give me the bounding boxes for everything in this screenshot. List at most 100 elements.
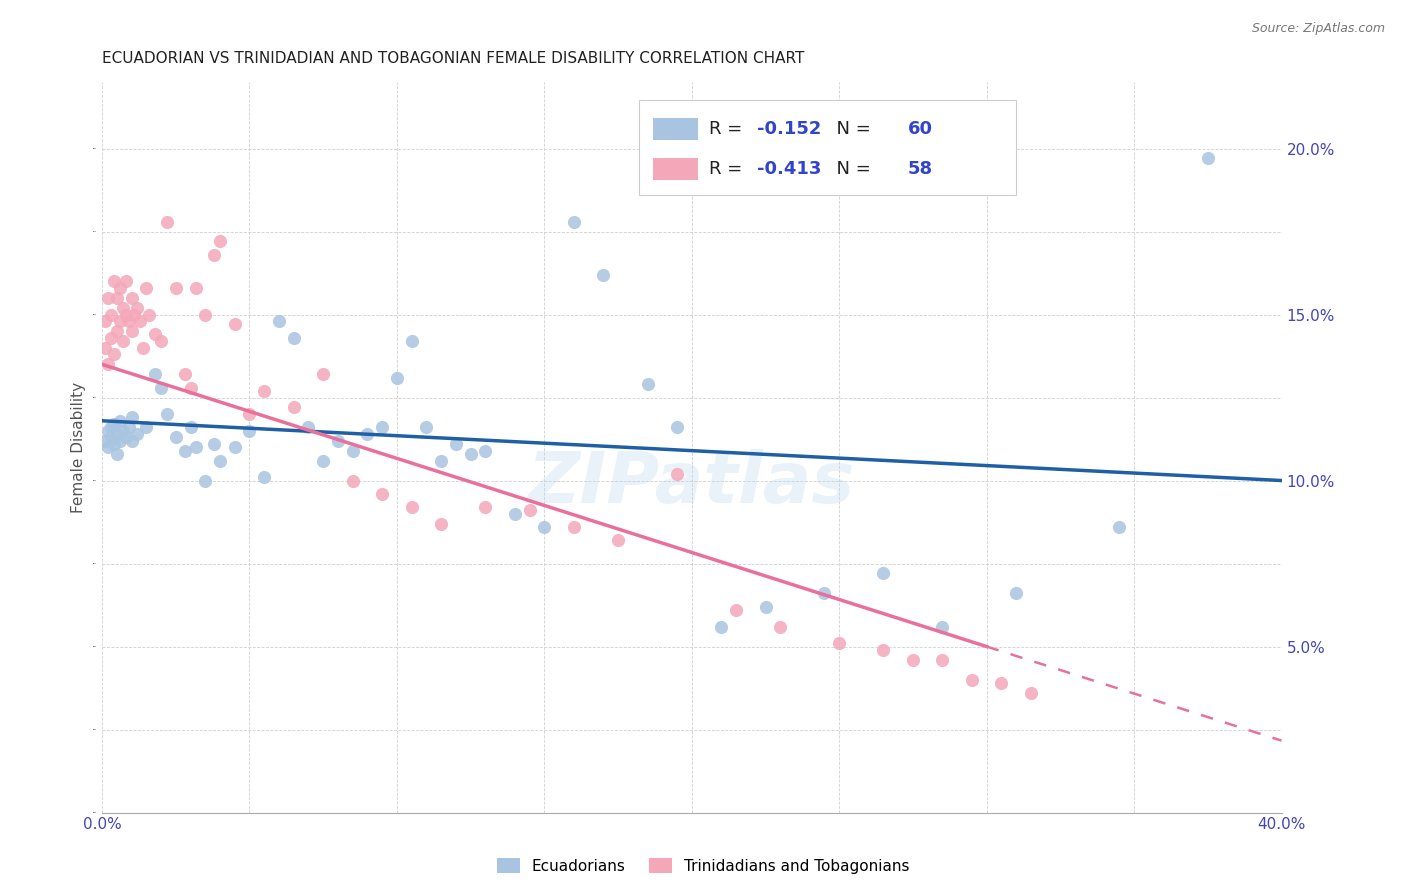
Point — [179, 380, 201, 394]
Point — [105, 291, 128, 305]
Text: N =: N = — [825, 120, 876, 138]
Point — [173, 443, 195, 458]
Point — [562, 520, 585, 534]
Point — [208, 453, 231, 467]
Point — [460, 447, 482, 461]
Point — [710, 619, 733, 633]
Point — [1197, 152, 1219, 166]
Text: N =: N = — [825, 160, 876, 178]
Point — [202, 437, 225, 451]
Point — [97, 291, 120, 305]
Point — [828, 636, 851, 650]
Point — [124, 308, 146, 322]
Point — [326, 434, 349, 448]
Point — [1005, 586, 1028, 600]
Point — [103, 417, 125, 431]
Point — [503, 507, 526, 521]
Text: R =: R = — [710, 160, 748, 178]
Point — [238, 424, 260, 438]
Point — [430, 453, 453, 467]
Point — [114, 308, 136, 322]
Point — [108, 314, 131, 328]
Point — [165, 430, 187, 444]
Point — [97, 424, 120, 438]
Point — [202, 248, 225, 262]
Text: 58: 58 — [908, 160, 932, 178]
Point — [592, 268, 614, 282]
FancyBboxPatch shape — [638, 101, 1017, 195]
Point — [121, 324, 143, 338]
FancyBboxPatch shape — [652, 118, 697, 140]
Point — [121, 410, 143, 425]
Point — [371, 487, 394, 501]
Point — [385, 370, 408, 384]
Point — [267, 314, 290, 328]
Point — [238, 407, 260, 421]
Point — [114, 274, 136, 288]
Point — [342, 443, 364, 458]
Point — [117, 314, 139, 328]
Point — [103, 347, 125, 361]
Point — [607, 533, 630, 548]
Text: ZIPatlas: ZIPatlas — [529, 450, 855, 518]
Point — [960, 673, 983, 687]
Legend: Ecuadorians, Trinidadians and Tobagonians: Ecuadorians, Trinidadians and Tobagonian… — [491, 852, 915, 880]
Point — [872, 566, 894, 581]
FancyBboxPatch shape — [652, 158, 697, 179]
Point — [901, 653, 924, 667]
Point — [186, 440, 208, 454]
Point — [666, 467, 689, 481]
Point — [108, 414, 131, 428]
Point — [224, 318, 246, 332]
Point — [253, 384, 276, 398]
Point — [100, 430, 122, 444]
Point — [312, 453, 335, 467]
Point — [156, 214, 179, 228]
Point — [474, 500, 496, 514]
Point — [105, 447, 128, 461]
Point — [253, 470, 276, 484]
Point — [194, 474, 217, 488]
Point — [179, 420, 201, 434]
Point — [100, 308, 122, 322]
Point — [356, 427, 378, 442]
Point — [111, 334, 134, 348]
Point — [156, 407, 179, 421]
Text: Source: ZipAtlas.com: Source: ZipAtlas.com — [1251, 22, 1385, 36]
Text: ECUADORIAN VS TRINIDADIAN AND TOBAGONIAN FEMALE DISABILITY CORRELATION CHART: ECUADORIAN VS TRINIDADIAN AND TOBAGONIAN… — [103, 51, 804, 66]
Point — [100, 420, 122, 434]
Point — [103, 437, 125, 451]
Point — [519, 503, 541, 517]
Point — [132, 341, 155, 355]
Point — [1108, 520, 1130, 534]
Point — [283, 401, 305, 415]
Point — [1019, 686, 1042, 700]
Point — [105, 324, 128, 338]
Point — [401, 334, 423, 348]
Point — [186, 281, 208, 295]
Point — [111, 301, 134, 315]
Point — [769, 619, 792, 633]
Point — [666, 420, 689, 434]
Point — [143, 368, 166, 382]
Point — [931, 619, 953, 633]
Point — [135, 420, 157, 434]
Point — [127, 427, 149, 442]
Point — [415, 420, 437, 434]
Y-axis label: Female Disability: Female Disability — [72, 382, 86, 513]
Point — [401, 500, 423, 514]
Point — [127, 301, 149, 315]
Point — [117, 420, 139, 434]
Point — [97, 357, 120, 371]
Text: -0.413: -0.413 — [756, 160, 821, 178]
Point — [135, 281, 157, 295]
Point — [312, 368, 335, 382]
Point — [97, 440, 120, 454]
Point — [283, 331, 305, 345]
Point — [637, 377, 659, 392]
Point — [114, 430, 136, 444]
Point — [194, 308, 217, 322]
Point — [754, 599, 776, 614]
Text: -0.152: -0.152 — [756, 120, 821, 138]
Point — [121, 434, 143, 448]
